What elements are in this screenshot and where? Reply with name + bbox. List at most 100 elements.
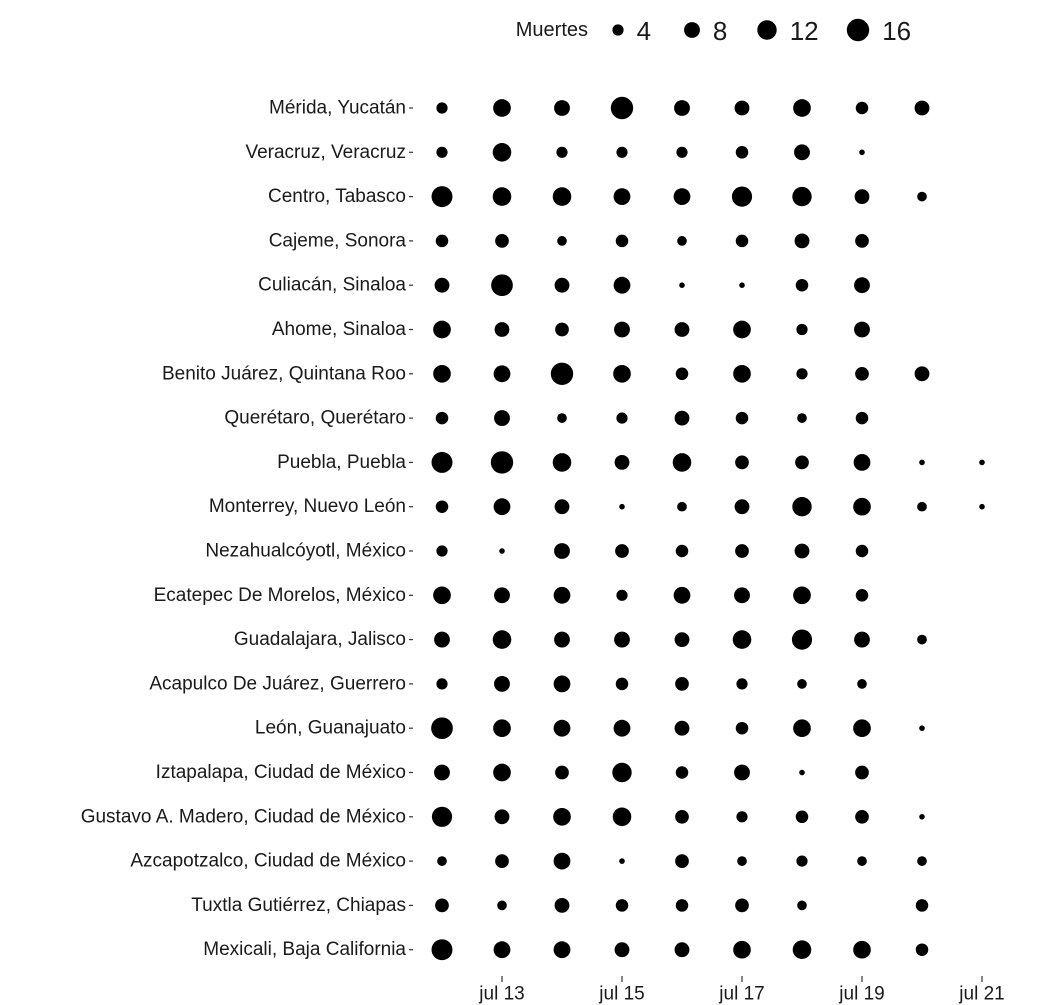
data-point xyxy=(797,679,807,689)
data-point xyxy=(495,234,509,248)
data-point xyxy=(733,364,751,383)
data-point xyxy=(493,941,511,959)
data-point xyxy=(434,277,450,293)
data-point xyxy=(794,144,810,161)
data-point xyxy=(732,630,752,649)
data-point xyxy=(554,631,570,648)
data-point xyxy=(616,412,628,424)
data-point xyxy=(857,856,867,866)
data-point xyxy=(853,497,871,516)
data-point xyxy=(674,100,690,116)
data-point xyxy=(555,765,569,780)
y-tick-label: Mérida, Yucatán xyxy=(269,98,406,119)
data-point xyxy=(917,191,927,202)
data-point xyxy=(616,146,628,158)
data-point xyxy=(433,586,451,605)
data-point xyxy=(675,544,689,558)
data-point xyxy=(857,679,867,689)
data-point xyxy=(855,101,869,115)
data-point xyxy=(435,500,449,513)
data-point xyxy=(492,187,512,206)
data-point xyxy=(431,717,453,740)
data-point xyxy=(619,858,625,864)
data-point xyxy=(497,900,507,911)
data-point xyxy=(612,762,632,783)
data-point xyxy=(855,809,869,824)
y-tick-label: Querétaro, Querétaro xyxy=(224,408,406,429)
data-point xyxy=(734,100,750,116)
data-point xyxy=(434,764,450,781)
data-point xyxy=(553,852,571,870)
data-point xyxy=(614,942,630,958)
y-tick-label: Ecatepec De Morelos, México xyxy=(154,585,406,606)
data-point xyxy=(614,454,630,470)
data-point xyxy=(677,236,687,246)
data-point xyxy=(673,188,691,206)
legend-key xyxy=(684,22,700,38)
data-point xyxy=(917,634,927,645)
data-point xyxy=(854,277,870,294)
y-tick-label: Gustavo A. Madero, Ciudad de México xyxy=(81,806,406,827)
data-point xyxy=(855,234,869,248)
data-point xyxy=(557,413,567,423)
data-point xyxy=(555,322,569,337)
data-point xyxy=(674,632,690,648)
legend-label: 12 xyxy=(790,16,819,46)
data-point xyxy=(794,233,810,249)
data-point xyxy=(799,769,805,776)
data-point xyxy=(914,100,930,116)
data-point xyxy=(731,186,753,207)
data-point xyxy=(796,323,808,336)
data-point xyxy=(554,897,570,913)
y-tick-label: Iztapalapa, Ciudad de México xyxy=(156,762,406,783)
data-point xyxy=(792,940,812,959)
data-point xyxy=(616,589,628,601)
y-tick-label: Veracruz, Veracruz xyxy=(245,142,406,163)
data-point xyxy=(436,102,448,114)
data-point xyxy=(853,719,871,738)
data-point xyxy=(735,146,749,159)
plot-points xyxy=(431,96,985,961)
data-point xyxy=(493,719,511,738)
data-point xyxy=(553,807,571,826)
data-point xyxy=(435,898,449,913)
data-point xyxy=(854,321,870,338)
data-point xyxy=(554,543,570,559)
data-point xyxy=(854,189,870,205)
y-tick-label: Culiacán, Sinaloa xyxy=(258,275,406,296)
data-point xyxy=(734,499,750,515)
y-tick-label: Puebla, Puebla xyxy=(277,452,406,473)
data-point xyxy=(733,940,751,959)
data-point xyxy=(793,586,811,605)
data-point xyxy=(674,720,690,736)
data-point xyxy=(915,943,929,956)
data-point xyxy=(615,544,629,558)
x-tick-label: jul 17 xyxy=(718,984,764,1005)
data-point xyxy=(792,186,812,207)
data-point xyxy=(431,186,453,208)
data-point xyxy=(979,503,985,510)
y-tick-label: Acapulco De Juárez, Guerrero xyxy=(149,673,406,694)
data-point xyxy=(734,587,750,604)
data-point xyxy=(557,236,567,246)
data-point xyxy=(613,719,631,737)
data-point xyxy=(436,545,448,557)
data-point xyxy=(552,187,572,206)
data-point xyxy=(494,675,510,692)
data-point xyxy=(792,497,812,517)
data-point xyxy=(797,413,807,423)
data-point xyxy=(610,96,634,120)
data-point xyxy=(915,899,929,912)
data-point xyxy=(796,368,808,380)
data-point xyxy=(855,589,869,602)
y-tick-label: Tuxtla Gutiérrez, Chiapas xyxy=(191,895,406,916)
data-point xyxy=(674,322,690,337)
data-point xyxy=(614,321,630,338)
x-tick-label: jul 15 xyxy=(598,984,644,1005)
data-point xyxy=(859,149,865,156)
data-point xyxy=(491,274,513,297)
data-point xyxy=(556,146,568,158)
data-point xyxy=(554,277,570,293)
legend-title: Muertes xyxy=(516,19,588,41)
y-tick-label: Cajeme, Sonora xyxy=(269,230,407,251)
